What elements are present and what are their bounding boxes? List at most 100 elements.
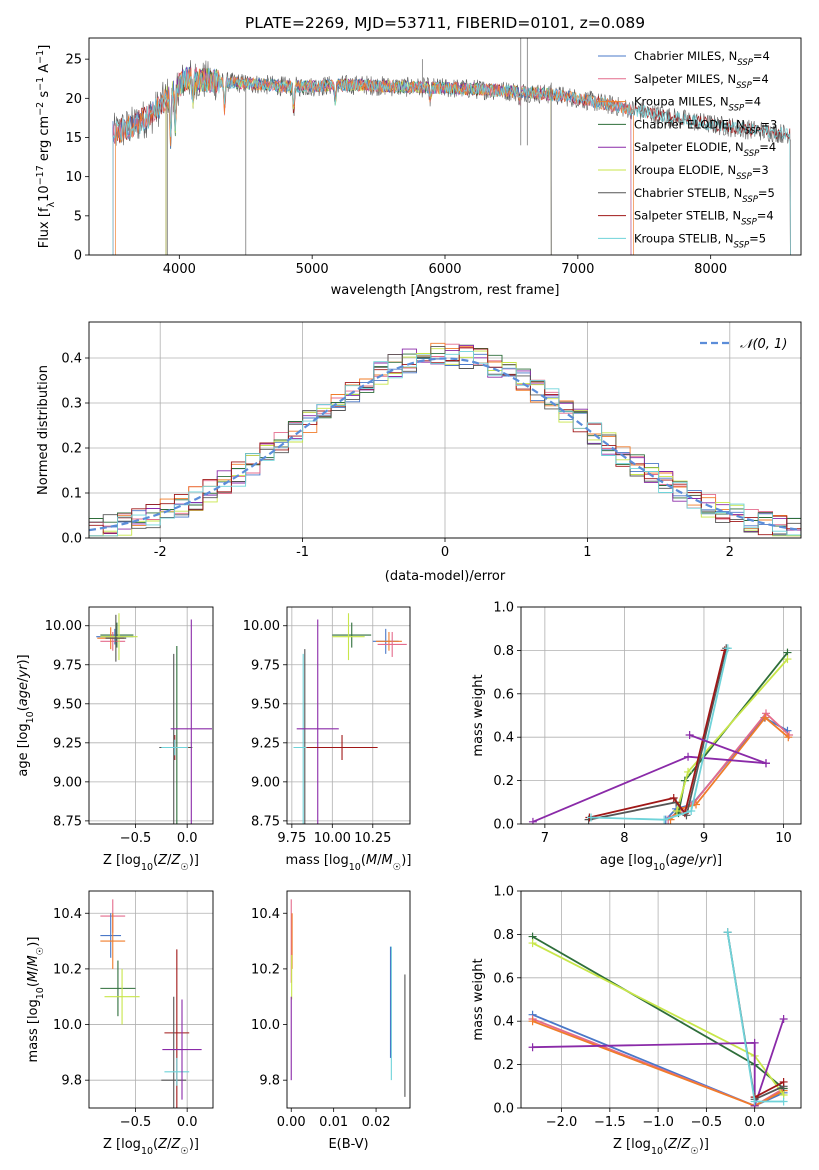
weight-marker xyxy=(685,731,694,740)
weight-line xyxy=(754,1081,785,1098)
weight-series xyxy=(587,644,732,824)
weight-marker xyxy=(784,733,793,742)
y-tick-label: 20 xyxy=(65,92,82,107)
error-bar-point xyxy=(104,968,140,1025)
axes-frame xyxy=(286,606,411,825)
x-axis-label: wavelength [Angstrom, rest frame] xyxy=(331,283,560,298)
error-bar-point xyxy=(306,735,378,760)
x-tick-label: 4000 xyxy=(163,262,196,277)
legend-entry: Kroupa STELIB, NSSP=5 xyxy=(634,231,766,250)
weight-series xyxy=(585,646,729,822)
x-tick-label: 0 xyxy=(441,545,449,560)
weight-series xyxy=(528,752,770,824)
y-tick-label: 10.0 xyxy=(53,1018,82,1033)
error-bar-point xyxy=(162,999,202,1100)
x-tick-label: −1.5 xyxy=(594,1115,626,1130)
legend-entry: 𝒩(0, 1) xyxy=(740,337,787,352)
y-tick-label: 0.2 xyxy=(61,442,82,457)
y-axis-label: Normed distribution xyxy=(36,365,51,495)
y-tick-label: 1.0 xyxy=(493,885,514,900)
error-bar-point xyxy=(377,631,407,657)
x-axis-label: E(B-V) xyxy=(328,1137,368,1152)
panel-spectrum: 4000 5000 6000 7000 8000 0 5 10 15 20 25 PLATE=2269… xyxy=(35,14,802,298)
error-bar-point xyxy=(170,619,212,824)
error-bar-point xyxy=(100,613,138,661)
weight-marker xyxy=(750,1097,759,1106)
x-tick-label: 0.0 xyxy=(177,831,198,846)
y-tick-label: 0.0 xyxy=(493,1102,514,1117)
weight-marker xyxy=(669,793,678,802)
panel-mass_weight_vs_Z: −2.0 −1.5 −1.0 −0.5 0.0 0.0 0.2 0.4 0.6 0.8 1.0 Z [… xyxy=(471,885,802,1157)
weight-line xyxy=(532,1018,785,1107)
error-bar-point xyxy=(100,913,126,969)
y-tick-label: 15 xyxy=(65,131,82,146)
x-axis-label: (data-model)/error xyxy=(385,569,506,584)
x-tick-label: -2 xyxy=(154,545,167,560)
y-tick-label: 5 xyxy=(74,209,82,224)
axes-frame xyxy=(520,890,802,1109)
y-tick-label: 9.00 xyxy=(53,775,82,790)
x-tick-label: 7 xyxy=(541,831,549,846)
histogram-step xyxy=(89,351,801,537)
weight-marker xyxy=(528,1017,537,1026)
weight-line xyxy=(590,648,729,821)
error-bar-point xyxy=(332,613,365,661)
weight-marker xyxy=(528,817,537,824)
y-tick-label: 1.0 xyxy=(493,601,514,616)
weight-marker xyxy=(587,813,595,822)
y-tick-label: 0.4 xyxy=(493,731,514,746)
error-bar-point xyxy=(161,739,189,756)
legend-entry: Chabrier STELIB, NSSP=5 xyxy=(634,186,775,205)
x-tick-label: 10.00 xyxy=(314,831,351,846)
weight-marker xyxy=(762,759,770,768)
chart-title: PLATE=2269, MJD=53711, FIBERID=0101, z=0… xyxy=(245,14,645,32)
legend-entry: Salpeter MILES, NSSP=4 xyxy=(634,72,769,91)
weight-series xyxy=(666,713,793,824)
x-tick-label: 0.0 xyxy=(744,1115,765,1130)
y-axis-label: mass weight xyxy=(471,674,486,756)
y-tick-label: 25 xyxy=(65,53,82,68)
error-bar-point xyxy=(296,619,339,824)
y-tick-label: 0.6 xyxy=(493,971,514,986)
y-tick-label: 9.75 xyxy=(251,658,280,673)
legend: 𝒩(0, 1) xyxy=(700,337,787,352)
y-tick-label: 10.2 xyxy=(251,962,280,977)
x-axis-label: age [log10(age/yr)] xyxy=(600,853,722,873)
x-tick-label: 10 xyxy=(775,831,792,846)
x-tick-label: −0.5 xyxy=(120,1115,152,1130)
error-bar-point xyxy=(100,631,126,651)
x-tick-label: 7000 xyxy=(561,262,594,277)
y-tick-label: 0 xyxy=(74,249,82,264)
x-tick-label: −2.0 xyxy=(546,1115,578,1130)
y-axis-label: Flux [fλ10−17 erg cm−2 s−1 A−1] xyxy=(35,45,57,249)
x-tick-label: 9.75 xyxy=(277,831,306,846)
weight-line xyxy=(532,755,767,823)
y-tick-label: 9.50 xyxy=(53,697,82,712)
axes-frame xyxy=(88,37,802,256)
x-tick-label: 10.25 xyxy=(354,831,391,846)
legend: Chabrier MILES, NSSP=4 Salpeter MILES, NS… xyxy=(598,49,777,250)
x-tick-label: 8 xyxy=(620,831,628,846)
y-tick-label: 0.4 xyxy=(61,352,82,367)
weight-series xyxy=(723,928,788,1106)
weight-marker xyxy=(779,1077,788,1086)
weight-line xyxy=(589,650,726,819)
y-tick-label: 0.1 xyxy=(61,487,82,502)
weight-marker xyxy=(762,709,770,718)
x-tick-label: −1.0 xyxy=(642,1115,674,1130)
panel-residuals: -2 -1 0 1 2 0.0 0.1 0.2 0.3 0.4 (data-model)/error… xyxy=(36,321,802,584)
x-tick-label: 0.00 xyxy=(277,1115,306,1130)
legend-entry: Chabrier MILES, NSSP=4 xyxy=(634,49,770,68)
y-tick-label: 10.00 xyxy=(243,619,280,634)
x-tick-label: −0.5 xyxy=(120,831,152,846)
weight-marker xyxy=(750,1038,759,1047)
y-tick-label: 0.2 xyxy=(493,774,514,789)
x-axis-label: mass [log10(M/M☉)] xyxy=(286,853,412,873)
y-tick-label: 10.4 xyxy=(251,907,280,922)
y-tick-label: 0.3 xyxy=(61,397,82,412)
x-axis-label: Z [log10(Z/Z☉)] xyxy=(613,1137,709,1157)
panel-age_vs_Z: −0.5 0.0 8.75 9.00 9.25 9.50 9.75 10.00 Z [log10… xyxy=(16,606,214,873)
error-bar-point xyxy=(100,960,136,1017)
normal-curve xyxy=(89,357,801,532)
weight-series xyxy=(685,731,770,768)
